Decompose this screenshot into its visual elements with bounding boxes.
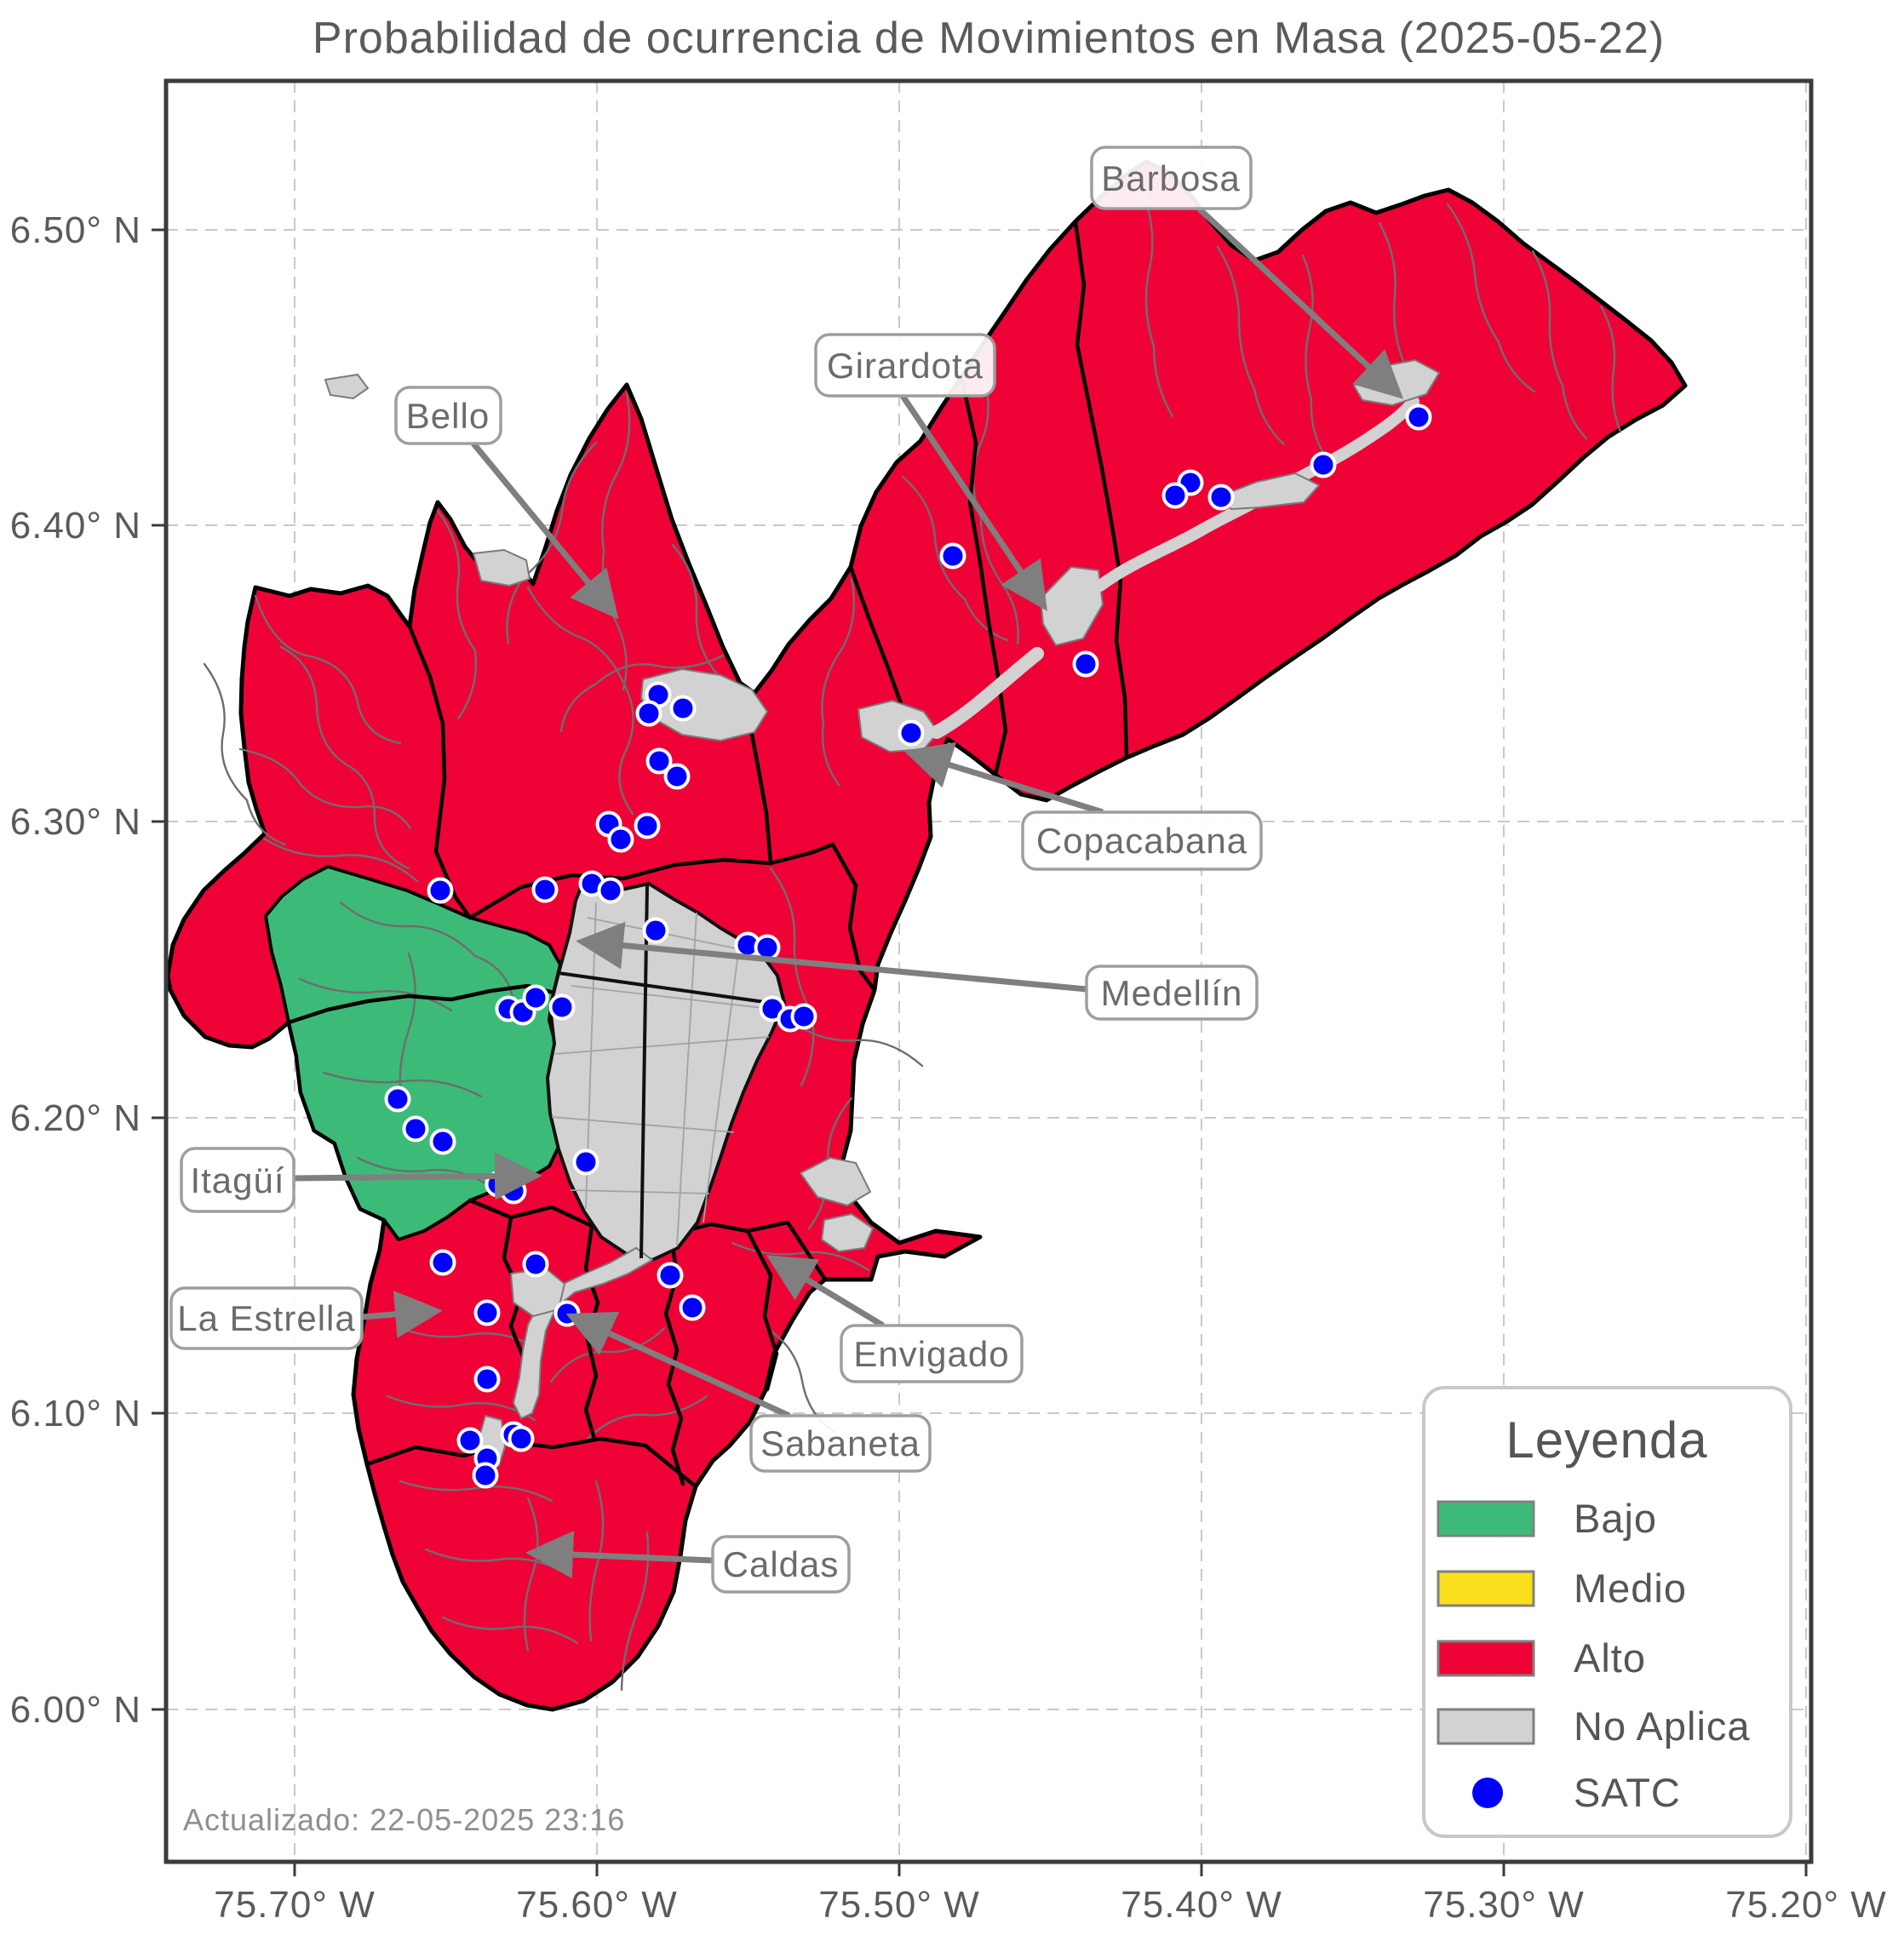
satc-point: [456, 1427, 484, 1454]
satc-point: [898, 719, 925, 747]
legend-title: Leyenda: [1505, 1411, 1707, 1469]
legend-satc-dot: [1472, 1778, 1503, 1808]
urban-no-aplica-areas: [324, 358, 1441, 1467]
callout-itagui: Itagüí: [180, 1147, 542, 1213]
urban-medellin: [545, 873, 787, 1263]
urban-south-corridor: [512, 1246, 654, 1420]
satc-point: [939, 542, 966, 570]
satc-point: [429, 1128, 456, 1155]
urban-east-1: [799, 1156, 872, 1207]
y-tick-6-50: 6.50° N: [10, 209, 141, 251]
satc-point: [607, 826, 634, 853]
satc-point: [645, 747, 673, 775]
callout-labels: Barbosa Girardota Bello Copacabana Medel…: [169, 146, 1404, 1594]
satc-point: [790, 1003, 817, 1030]
legend-label-medio: Medio: [1574, 1566, 1687, 1611]
satc-point: [522, 984, 549, 1011]
satc-point: [1072, 650, 1099, 678]
satc-point: [669, 695, 697, 722]
satc-point: [548, 993, 576, 1021]
legend: Leyenda Bajo Medio Alto No Aplica SATC: [1422, 1386, 1792, 1838]
satc-point: [429, 1249, 456, 1276]
satc-point: [472, 1462, 499, 1489]
satc-point: [427, 877, 454, 904]
x-tick-75-30: 75.30° W: [1423, 1884, 1584, 1926]
satc-point: [508, 1425, 535, 1452]
satc-point: [679, 1294, 706, 1321]
callout-copacabana: Copacabana: [903, 741, 1263, 871]
legend-swatch-medio: [1437, 1570, 1535, 1607]
satc-point: [642, 917, 669, 944]
satc-point: [473, 1299, 501, 1326]
legend-label-no-aplica: No Aplica: [1574, 1703, 1751, 1749]
satc-point: [1161, 482, 1189, 509]
label-sabaneta: Sabaneta: [760, 1423, 920, 1463]
label-la-estrella: La Estrella: [177, 1298, 355, 1338]
satc-point: [1310, 451, 1337, 478]
callout-caldas: Caldas: [525, 1531, 851, 1594]
urban-notch: [472, 548, 531, 587]
x-tick-75-20: 75.20° W: [1725, 1884, 1886, 1926]
label-bello: Bello: [406, 396, 490, 436]
axes-frame: [163, 78, 1814, 1864]
label-barbosa: Barbosa: [1101, 158, 1240, 198]
legend-label-satc: SATC: [1574, 1770, 1681, 1815]
label-envigado: Envigado: [853, 1334, 1009, 1374]
urban-nw-small: [324, 373, 370, 400]
satc-point: [635, 700, 662, 727]
x-tick-75-60: 75.60° W: [516, 1884, 677, 1926]
y-tick-6-30: 6.30° N: [10, 801, 141, 843]
satc-point: [1405, 404, 1432, 431]
satc-point: [634, 812, 661, 839]
label-copacabana: Copacabana: [1036, 821, 1247, 861]
legend-swatch-alto: [1437, 1640, 1535, 1677]
satc-point: [663, 763, 691, 790]
region-bajo: [264, 865, 562, 1241]
label-itagui: Itagüí: [190, 1160, 284, 1200]
y-tick-6-10: 6.10° N: [10, 1393, 141, 1434]
y-axis-labels: 6.50° N 6.40° N 6.30° N 6.20° N 6.10° N …: [10, 209, 141, 1731]
satc-point: [1207, 484, 1235, 511]
callout-sabaneta: Sabaneta: [565, 1311, 932, 1473]
callout-medellin: Medellín: [576, 921, 1259, 1021]
y-tick-6-20: 6.20° N: [10, 1097, 141, 1139]
callout-girardota: Girardota: [814, 333, 1047, 611]
satc-point: [473, 1366, 501, 1393]
legend-swatch-bajo: [1437, 1500, 1535, 1537]
legend-label-bajo: Bajo: [1574, 1496, 1657, 1541]
satc-point: [402, 1115, 429, 1142]
urban-east-2: [820, 1212, 875, 1253]
label-girardota: Girardota: [827, 346, 984, 386]
x-tick-75-50: 75.50° W: [818, 1884, 979, 1926]
satc-point: [597, 877, 624, 904]
callout-bello: Bello: [394, 386, 619, 620]
river-ribbon-1: [930, 647, 1044, 739]
updated-timestamp: Actualizado: 22-05-2025 23:16: [183, 1802, 625, 1837]
urban-girardota: [1039, 565, 1104, 647]
satc-point: [531, 876, 559, 903]
satc-point: [572, 1148, 599, 1176]
x-axis-labels: 75.70° W 75.60° W 75.50° W 75.40° W 75.3…: [214, 1884, 1886, 1926]
satc-point: [522, 1251, 549, 1278]
y-tick-6-40: 6.40° N: [10, 505, 141, 547]
callout-barbosa: Barbosa: [1090, 146, 1404, 399]
satc-point: [553, 1300, 581, 1327]
label-medellin: Medellín: [1101, 973, 1243, 1013]
urban-ribbon-widening: [1218, 472, 1321, 511]
x-tick-75-70: 75.70° W: [214, 1884, 375, 1926]
page-title: Probabilidad de ocurrencia de Movimiento…: [313, 14, 1665, 63]
callout-la-estrella: La Estrella: [169, 1286, 443, 1350]
x-tick-75-40: 75.40° W: [1121, 1884, 1282, 1926]
satc-point: [500, 1177, 527, 1205]
y-tick-6-00: 6.00° N: [10, 1689, 141, 1731]
satc-point: [384, 1085, 411, 1113]
legend-swatch-no-aplica: [1437, 1708, 1535, 1745]
legend-label-alto: Alto: [1574, 1635, 1646, 1680]
satc-point: [657, 1262, 684, 1289]
axis-ticks: [152, 228, 1808, 1876]
label-caldas: Caldas: [723, 1544, 840, 1584]
callout-envigado: Envigado: [766, 1255, 1024, 1383]
